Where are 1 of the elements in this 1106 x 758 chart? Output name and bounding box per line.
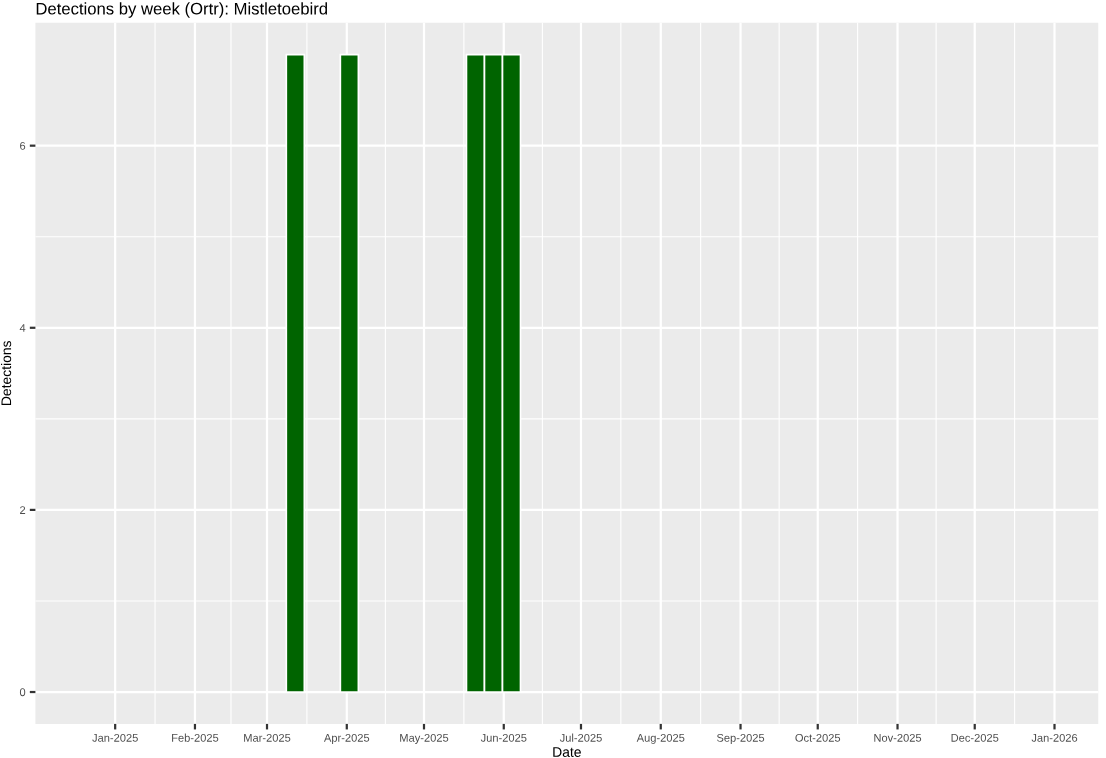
chart-title: Detections by week (Ortr): Mistletoebird	[36, 2, 327, 18]
